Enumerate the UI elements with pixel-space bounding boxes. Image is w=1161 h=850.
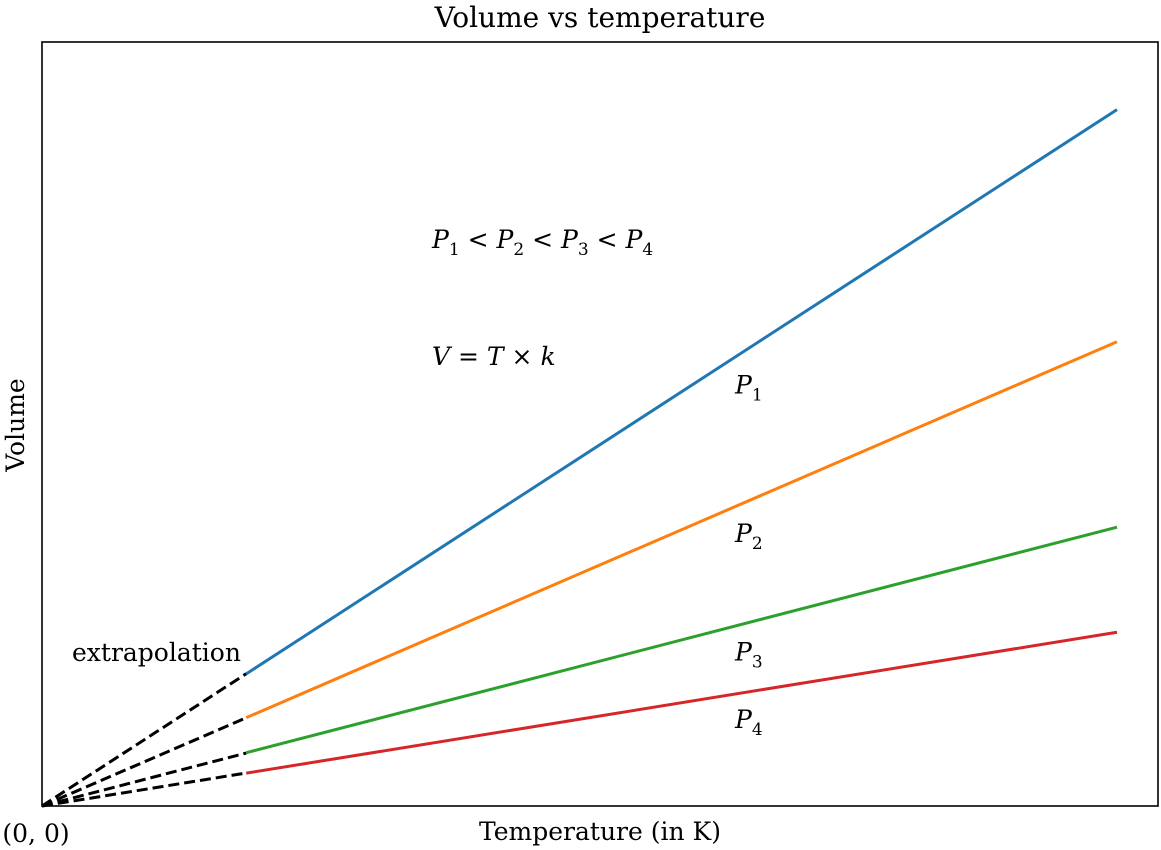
series-line-p1 (245, 108, 1118, 676)
series-label-p3: P3 (734, 638, 763, 673)
series-label-p4: P4 (734, 705, 763, 740)
extrapolation-line-p4 (41, 771, 247, 808)
extrapolation-label: extrapolation (72, 638, 241, 667)
chart-title: Volume vs temperature (434, 1, 766, 34)
series-labels: P1 P2 P3 P4 (734, 370, 763, 740)
x-axis-label: Temperature (in K) (479, 817, 721, 846)
series-line-p4 (246, 630, 1118, 775)
series-lines (245, 108, 1118, 775)
extrapolation-line-p3 (41, 751, 247, 808)
charles-law-annotation: V = T × k (432, 342, 556, 371)
pressure-order-annotation: P1 < P2 < P3 < P4 (431, 225, 653, 260)
plot-frame (41, 41, 1159, 807)
extrapolation-line-p2 (41, 716, 247, 808)
series-line-p2 (245, 340, 1118, 720)
y-axis-label: Volume (1, 378, 30, 472)
series-label-p1: P1 (734, 370, 763, 405)
extrapolation-line-p1 (41, 672, 248, 808)
series-label-p2: P2 (734, 519, 763, 554)
series-line-p3 (245, 525, 1118, 755)
extrapolation-lines (41, 672, 248, 808)
origin-label: (0, 0) (2, 819, 69, 848)
